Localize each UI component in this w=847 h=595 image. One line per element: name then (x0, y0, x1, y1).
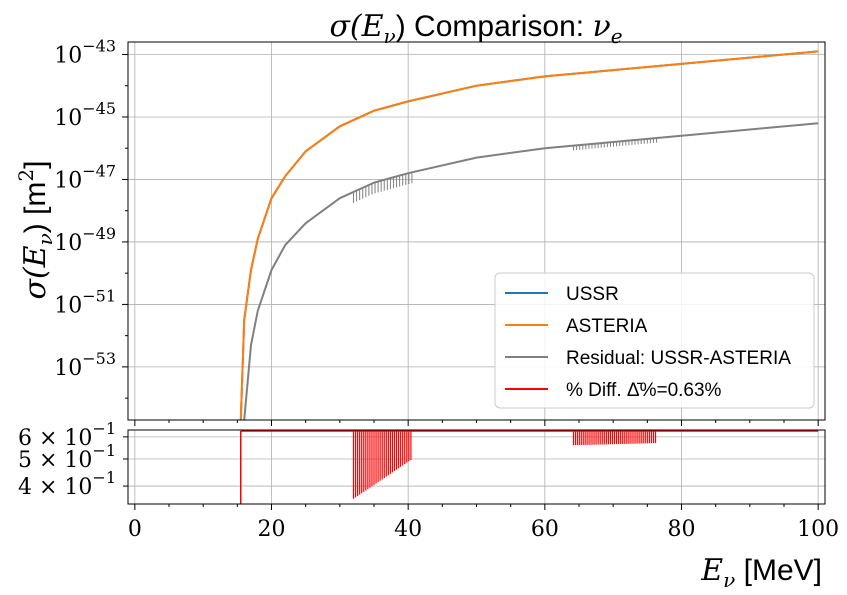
legend-label: ASTERIA (566, 316, 648, 337)
main-ticks: 10−43 10−45 10−47 10−49 10−51 10−53 (54, 36, 819, 426)
sub-y-tick-label: 5 × 10−1 (18, 441, 116, 473)
x-tick-label: 20 (258, 517, 286, 542)
series-line (239, 50, 819, 420)
sub-y-tick-label: 6 × 10−1 (18, 419, 116, 451)
legend-label: % Diff. Δ̄%=0.63% (566, 380, 722, 401)
x-tick-label: 60 (531, 517, 559, 542)
legend: USSR ASTERIA Residual: USSR-ASTERIA % Diff.… (494, 272, 815, 409)
y-tick-label: 10−47 (54, 161, 116, 193)
sub-series (240, 430, 819, 504)
x-tick-label: 40 (394, 517, 422, 542)
sub-ticks: 0 20 40 60 80 100 6 × 10−15 × 10−14 × 10−1 (18, 419, 839, 542)
y-tick-label: 10−51 (54, 286, 116, 318)
legend-label: Residual: USSR-ASTERIA (566, 348, 791, 369)
x-axis-label: Eν [MeV] (700, 553, 822, 592)
sub-y-tick-label: 4 × 10−1 (18, 468, 116, 500)
x-tick-label: 80 (668, 517, 696, 542)
chart-title: σ(Eν) Comparison: νe (329, 9, 622, 48)
y-tick-label: 10−43 (54, 36, 116, 68)
y-axis-label: σ(Eν) [m2] (14, 161, 57, 300)
sub-grid (128, 430, 825, 504)
series-line (243, 122, 819, 420)
y-tick-label: 10−45 (54, 99, 116, 131)
main-series (239, 50, 819, 420)
x-tick-label: 0 (128, 517, 142, 542)
x-tick-label: 100 (797, 517, 839, 542)
legend-box (494, 272, 815, 409)
y-tick-label: 10−53 (54, 349, 116, 381)
sub-plot-frame (127, 429, 826, 505)
legend-label: USSR (566, 284, 619, 305)
y-tick-label: 10−49 (54, 224, 116, 256)
